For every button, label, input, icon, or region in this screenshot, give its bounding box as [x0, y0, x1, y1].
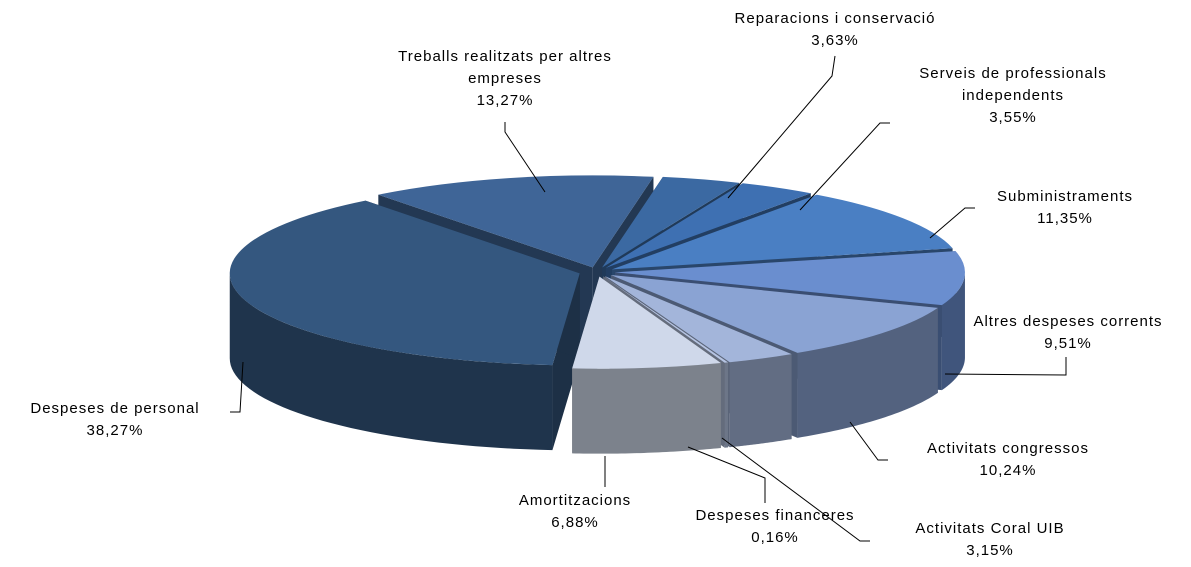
value-label: 38,27%	[86, 422, 144, 439]
slice-wall	[229, 273, 553, 451]
slice-wall	[797, 307, 938, 438]
category-label: Activitats Coral UIB	[915, 520, 1065, 537]
value-label: 0,16%	[751, 529, 799, 546]
leader-line	[849, 421, 888, 461]
slice	[603, 276, 728, 363]
value-label: 3,55%	[989, 109, 1037, 126]
category-label: Treballs realitzats per altres empreses	[398, 48, 612, 87]
slice-label: Despeses de personal 38,27%	[30, 398, 199, 442]
slice-label: Activitats Coral UIB 3,15%	[915, 518, 1064, 562]
slice-wall	[729, 354, 792, 448]
slice	[614, 251, 965, 306]
leader-line	[944, 357, 1067, 376]
category-label: Amortitzacions	[518, 492, 632, 509]
leader-line	[230, 361, 244, 413]
slice-label: Amortitzacions 6,88%	[519, 490, 631, 534]
category-label: Serveis de professionals independents	[919, 65, 1107, 104]
slice-label: Despeses financeres 0,16%	[695, 505, 854, 549]
value-label: 11,35%	[1037, 210, 1093, 227]
category-label: Altres despeses corrents	[973, 313, 1163, 330]
category-label: Activitats congressos	[927, 440, 1089, 457]
slice-label: Treballs realitzats per altres empreses 1…	[375, 46, 635, 112]
slice-wall	[724, 362, 728, 448]
slice-label: Subministraments 11,35%	[997, 186, 1133, 230]
slice-label: Reparacions i conservació 3,63%	[735, 8, 936, 52]
value-label: 3,15%	[966, 542, 1014, 559]
value-label: 6,88%	[551, 514, 599, 531]
slice-wall	[572, 362, 721, 454]
category-label: Subministraments	[996, 188, 1134, 205]
value-label: 9,51%	[1044, 335, 1092, 352]
leader-line	[929, 207, 975, 239]
leader-line	[721, 437, 870, 542]
slice	[602, 176, 740, 268]
value-label: 10,24%	[979, 462, 1037, 479]
leader-line	[799, 122, 890, 211]
slice	[572, 276, 721, 369]
category-label: Despeses de personal	[30, 400, 200, 417]
leader-line	[727, 55, 836, 199]
category-label: Despeses financeres	[695, 507, 855, 524]
slice-label: Altres despeses corrents 9,51%	[973, 311, 1162, 355]
slice-wall	[941, 272, 965, 391]
slice	[229, 200, 580, 366]
slice	[611, 194, 953, 270]
slice-label: Serveis de professionals independents 3,5…	[893, 63, 1133, 129]
slice	[605, 276, 792, 363]
value-label: 13,27%	[476, 92, 534, 109]
leader-line	[504, 122, 546, 193]
leader-line	[687, 446, 766, 503]
value-label: 3,63%	[811, 32, 859, 49]
slice	[605, 183, 811, 268]
slice	[378, 175, 654, 268]
slice-label: Activitats congressos 10,24%	[927, 438, 1089, 482]
category-label: Reparacions i conservació	[734, 10, 936, 27]
slice	[610, 275, 938, 353]
